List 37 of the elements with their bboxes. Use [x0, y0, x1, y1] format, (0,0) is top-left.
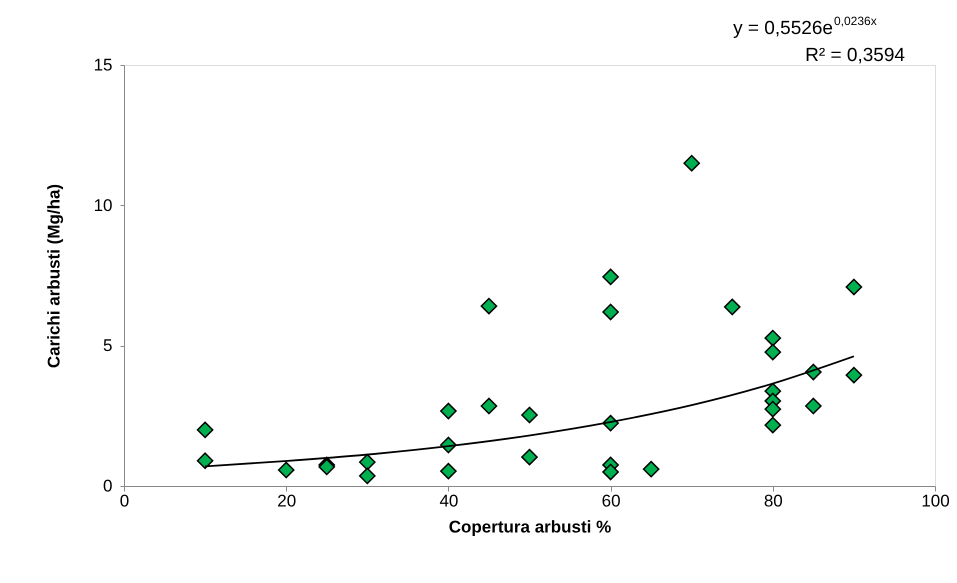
point: [358, 468, 376, 484]
point: [358, 454, 376, 470]
point: [440, 402, 457, 420]
point: [602, 304, 619, 320]
x-tick-label: 60: [602, 492, 621, 510]
y-axis-title: Carichi arbusti (Mg/ha): [44, 184, 64, 368]
point: [764, 330, 782, 346]
x-tick-label: 40: [439, 492, 458, 510]
point: [278, 462, 295, 478]
point: [846, 366, 862, 384]
annotation: R² = 0,3594: [805, 45, 906, 66]
x-axis-title: Copertura arbusti %: [448, 518, 612, 536]
y-tick-label: 5: [103, 336, 112, 356]
point: [602, 464, 619, 480]
point: [440, 462, 457, 480]
point: [521, 406, 538, 424]
point: [602, 268, 619, 286]
y-tick-label: 0: [103, 476, 112, 496]
point: [642, 460, 660, 478]
point: [480, 298, 498, 314]
x-tick-label: 80: [764, 492, 783, 510]
point: [764, 400, 782, 418]
point: [764, 344, 782, 360]
x-tick-label: 0: [120, 492, 130, 510]
point: [521, 448, 538, 466]
point: [805, 398, 822, 414]
point: [764, 416, 782, 434]
point: [846, 278, 862, 296]
y-tick-label: 10: [94, 196, 112, 215]
point: [724, 298, 741, 316]
point: [683, 154, 700, 172]
point: [196, 452, 214, 470]
y-tick-label: 15: [94, 56, 112, 74]
point: [196, 422, 214, 438]
x-tick-label: 100: [921, 492, 950, 510]
x-tick-label: 20: [277, 492, 296, 510]
point: [480, 398, 498, 414]
